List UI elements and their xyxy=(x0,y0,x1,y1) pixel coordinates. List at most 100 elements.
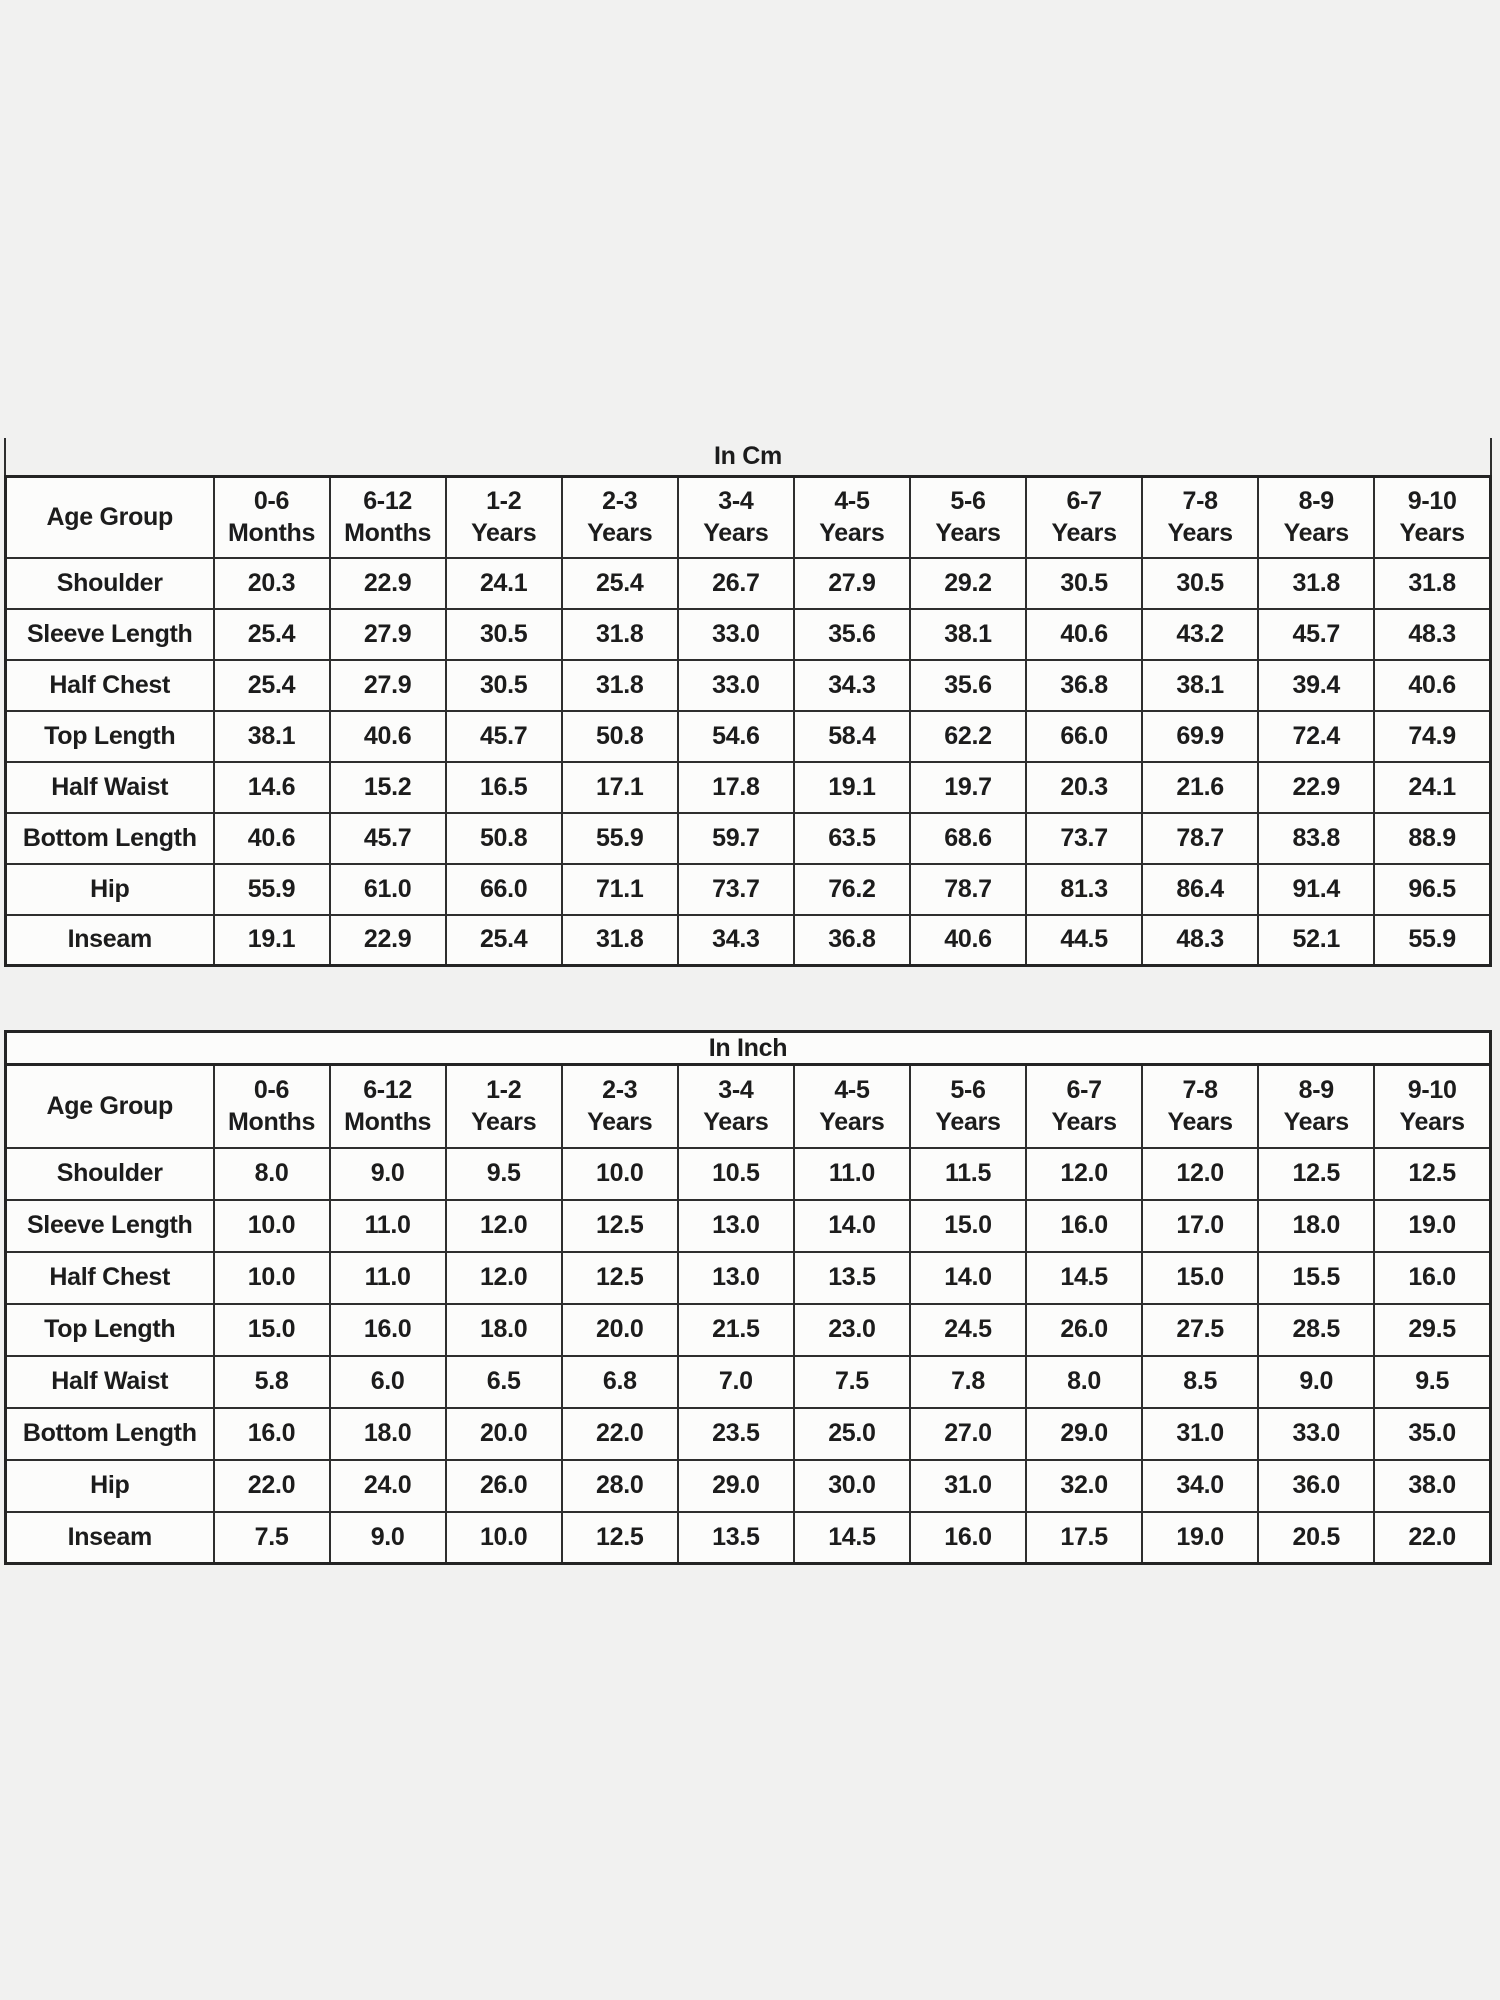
column-header-line: 5-6 xyxy=(950,487,986,516)
column-header: 9-10 Years xyxy=(1373,1063,1492,1149)
measurement-cell: 43.2 xyxy=(1141,607,1260,661)
column-header: 6-12 Months xyxy=(328,475,447,559)
measurement-cell: 31.8 xyxy=(1373,556,1492,610)
size-table-inch: Age Group 0-6 Months 6-12 Months 1-2 Years 2-3 Y… xyxy=(4,1063,1492,1565)
measurement-cell: 6.5 xyxy=(444,1354,563,1409)
measurement-cell: 26.0 xyxy=(1025,1302,1144,1357)
measurement-cell: 50.8 xyxy=(444,811,563,865)
measurement-cell: 45.7 xyxy=(444,709,563,763)
measurement-cell: 36.8 xyxy=(792,913,911,967)
age-group-header: Age Group xyxy=(4,475,215,559)
measurement-cell: 14.6 xyxy=(212,760,331,814)
measurement-cell: 24.1 xyxy=(1373,760,1492,814)
column-header-line: 2-3 xyxy=(602,1076,638,1105)
measurement-cell: 18.0 xyxy=(1257,1198,1376,1253)
measurement-cell: 11.5 xyxy=(908,1146,1028,1201)
size-table-inch-section: In Inch Age Group 0-6 Months 6-12 Months 1-2 Y… xyxy=(4,1030,1492,1565)
measurement-cell: 33.0 xyxy=(1257,1406,1376,1461)
measurement-cell: 25.4 xyxy=(560,556,679,610)
measurement-cell: 86.4 xyxy=(1141,862,1260,916)
measurement-cell: 55.9 xyxy=(560,811,679,865)
column-header-line: Years xyxy=(1167,1108,1234,1137)
measurement-cell: 31.8 xyxy=(560,607,679,661)
measurement-cell: 39.4 xyxy=(1257,658,1376,712)
measurement-cell: 15.0 xyxy=(212,1302,331,1357)
measurement-cell: 8.0 xyxy=(212,1146,331,1201)
measurement-cell: 48.3 xyxy=(1141,913,1260,967)
measurement-cell: 11.0 xyxy=(328,1198,447,1253)
table-row: Shoulder 8.0 9.0 9.5 10.0 10.5 11.0 11.5 12.0 12.… xyxy=(4,1146,1492,1201)
measurement-cell: 31.8 xyxy=(560,913,679,967)
column-header-line: 0-6 xyxy=(253,487,290,516)
measurement-cell: 28.0 xyxy=(560,1458,679,1513)
measurement-cell: 15.5 xyxy=(1257,1250,1376,1305)
row-label: Top Length xyxy=(4,1302,215,1357)
measurement-cell: 19.0 xyxy=(1141,1510,1260,1565)
column-header-line: Years xyxy=(471,1108,537,1137)
measurement-cell: 19.0 xyxy=(1373,1198,1492,1253)
table-row: Top Length 38.1 40.6 45.7 50.8 54.6 58.4 62.2 66… xyxy=(4,709,1492,763)
measurement-cell: 69.9 xyxy=(1141,709,1260,763)
measurement-cell: 21.5 xyxy=(676,1302,795,1357)
measurement-cell: 30.5 xyxy=(444,658,563,712)
measurement-cell: 24.0 xyxy=(328,1458,447,1513)
measurement-cell: 52.1 xyxy=(1257,913,1376,967)
measurement-cell: 22.9 xyxy=(1257,760,1376,814)
column-header: 8-9 Years xyxy=(1257,1063,1376,1149)
column-header-line: Years xyxy=(1051,519,1117,548)
column-header: 3-4 Years xyxy=(676,1063,795,1149)
row-label: Shoulder xyxy=(4,556,215,610)
table-body: Shoulder 20.3 22.9 24.1 25.4 26.7 27.9 29.2 30.5… xyxy=(4,556,1492,967)
row-label: Sleeve Length xyxy=(4,1198,215,1253)
table-row: Half Waist 5.8 6.0 6.5 6.8 7.0 7.5 7.8 8.0 8.5 9.0… xyxy=(4,1354,1492,1409)
measurement-cell: 38.1 xyxy=(908,607,1028,661)
measurement-cell: 26.0 xyxy=(444,1458,563,1513)
row-label: Inseam xyxy=(4,913,215,967)
table-row: Inseam 19.1 22.9 25.4 31.8 34.3 36.8 40.6 44.5 48… xyxy=(4,913,1492,967)
measurement-cell: 10.0 xyxy=(560,1146,679,1201)
measurement-cell: 38.1 xyxy=(212,709,331,763)
column-header-line: Years xyxy=(471,519,537,548)
measurement-cell: 9.0 xyxy=(328,1146,447,1201)
measurement-cell: 17.8 xyxy=(676,760,795,814)
column-header-line: 9-10 xyxy=(1407,487,1457,516)
measurement-cell: 40.6 xyxy=(1373,658,1492,712)
column-header: 9-10 Years xyxy=(1373,475,1492,559)
measurement-cell: 31.0 xyxy=(908,1458,1028,1513)
measurement-cell: 40.6 xyxy=(328,709,447,763)
header-row: Age Group 0-6 Months 6-12 Months 1-2 Years 2-3 Y… xyxy=(4,1063,1492,1149)
measurement-cell: 12.5 xyxy=(1257,1146,1376,1201)
table-row: Bottom Length 16.0 18.0 20.0 22.0 23.5 25.0 27.… xyxy=(4,1406,1492,1461)
measurement-cell: 7.5 xyxy=(212,1510,331,1565)
measurement-cell: 29.0 xyxy=(1025,1406,1144,1461)
measurement-cell: 8.5 xyxy=(1141,1354,1260,1409)
measurement-cell: 16.0 xyxy=(908,1510,1028,1565)
column-header-line: 6-7 xyxy=(1066,487,1102,516)
measurement-cell: 6.0 xyxy=(328,1354,447,1409)
measurement-cell: 33.0 xyxy=(676,658,795,712)
measurement-cell: 13.0 xyxy=(676,1198,795,1253)
measurement-cell: 18.0 xyxy=(328,1406,447,1461)
measurement-cell: 30.0 xyxy=(792,1458,911,1513)
column-header-line: 6-7 xyxy=(1066,1076,1102,1105)
measurement-cell: 19.1 xyxy=(212,913,331,967)
measurement-cell: 29.0 xyxy=(676,1458,795,1513)
column-header-line: Months xyxy=(228,519,316,548)
measurement-cell: 25.4 xyxy=(212,658,331,712)
measurement-cell: 73.7 xyxy=(676,862,795,916)
column-header: 7-8 Years xyxy=(1141,1063,1260,1149)
table-row: Top Length 15.0 16.0 18.0 20.0 21.5 23.0 24.5 26… xyxy=(4,1302,1492,1357)
column-header-line: Years xyxy=(819,519,885,548)
measurement-cell: 20.0 xyxy=(444,1406,563,1461)
measurement-cell: 12.0 xyxy=(444,1198,563,1253)
measurement-cell: 48.3 xyxy=(1373,607,1492,661)
measurement-cell: 26.7 xyxy=(676,556,795,610)
column-header: 6-7 Years xyxy=(1025,475,1144,559)
column-header-line: 7-8 xyxy=(1182,1076,1219,1105)
column-header: 4-5 Years xyxy=(792,475,911,559)
measurement-cell: 13.5 xyxy=(792,1250,911,1305)
measurement-cell: 55.9 xyxy=(1373,913,1492,967)
measurement-cell: 32.0 xyxy=(1025,1458,1144,1513)
column-header-line: Years xyxy=(935,1108,1001,1137)
measurement-cell: 13.0 xyxy=(676,1250,795,1305)
